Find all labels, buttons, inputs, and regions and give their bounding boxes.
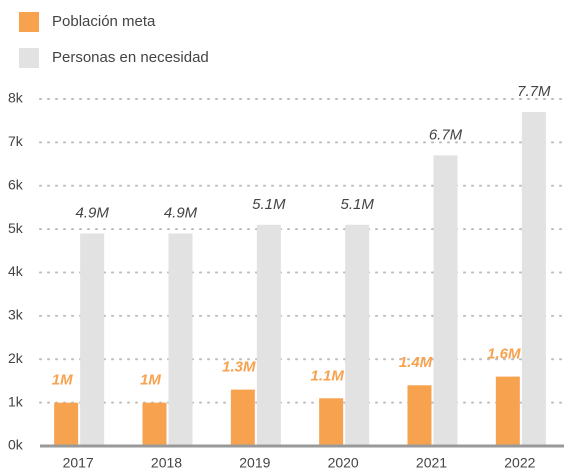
- bar: [345, 224, 370, 446]
- bar: [495, 376, 520, 446]
- bar: [433, 155, 458, 446]
- x-tick-label: 2022: [504, 455, 535, 470]
- value-label: 4.9M: [164, 204, 198, 221]
- x-tick-label: 2018: [151, 455, 182, 470]
- value-label: 5.1M: [252, 196, 286, 213]
- y-tick-label: 0k: [8, 437, 24, 453]
- value-label: 1.6M: [487, 346, 521, 363]
- x-tick-label: 2017: [63, 455, 94, 470]
- y-tick-label: 7k: [8, 133, 24, 149]
- value-label: 7.7M: [517, 83, 551, 100]
- bar: [54, 402, 79, 446]
- value-label: 1.1M: [310, 367, 344, 384]
- y-tick-label: 8k: [8, 90, 24, 106]
- y-tick-label: 6k: [8, 176, 24, 192]
- bar: [168, 233, 193, 446]
- bar: [521, 112, 546, 446]
- bar: [142, 402, 167, 446]
- y-tick-label: 4k: [8, 263, 24, 279]
- y-tick-label: 2k: [8, 350, 24, 366]
- y-tick-label: 3k: [8, 307, 24, 323]
- bar: [230, 389, 255, 446]
- legend-label: Personas en necesidad: [52, 49, 209, 66]
- x-tick-label: 2019: [239, 455, 270, 470]
- value-label: 1.4M: [399, 354, 433, 371]
- bar: [256, 224, 281, 446]
- legend-label: Población meta: [52, 13, 156, 30]
- value-label: 4.9M: [75, 204, 109, 221]
- value-label: 1M: [140, 372, 161, 389]
- bar: [80, 233, 105, 446]
- y-tick-label: 5k: [8, 220, 24, 236]
- legend-swatch: [19, 48, 39, 68]
- value-label: 6.7M: [429, 126, 463, 143]
- x-tick-label: 2020: [328, 455, 359, 470]
- x-tick-label: 2021: [416, 455, 447, 470]
- value-label: 1M: [52, 372, 73, 389]
- bar: [319, 398, 344, 446]
- value-label: 5.1M: [340, 196, 374, 213]
- legend-swatch: [19, 12, 39, 32]
- y-tick-label: 1k: [8, 393, 24, 409]
- bar: [407, 385, 432, 446]
- value-label: 1.3M: [222, 359, 256, 376]
